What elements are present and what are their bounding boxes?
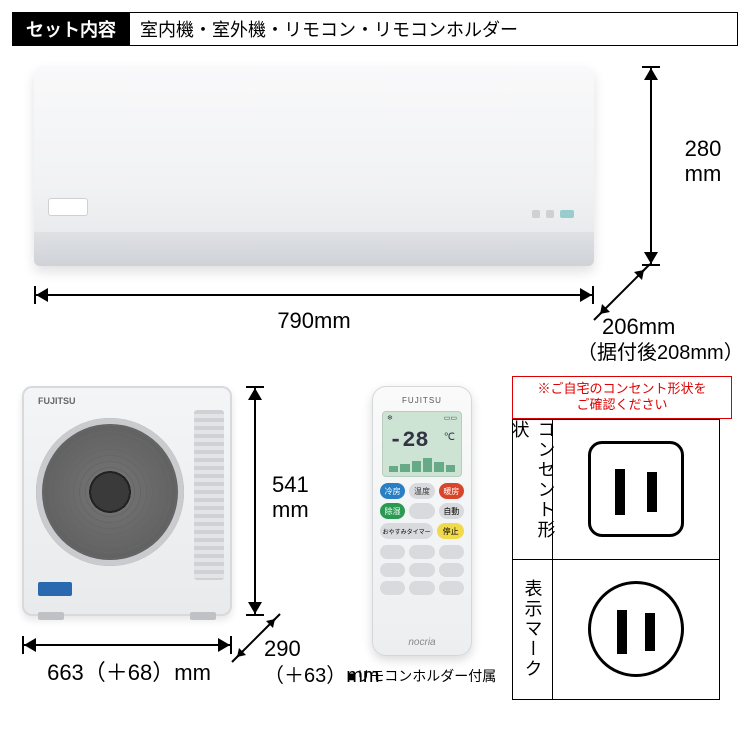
- outdoor-model-badge: [38, 582, 72, 596]
- indoor-brand-logo: nocria: [544, 244, 574, 256]
- plug-row-mark: 表示マーク: [513, 559, 719, 699]
- indoor-indicator-lights: [532, 210, 574, 218]
- outdoor-depth-value: 290: [264, 636, 301, 661]
- plug-mark-cell: [553, 560, 719, 699]
- remote-lcd: ❄▭▭ ‑28 ℃: [382, 411, 462, 477]
- remote-small-buttons: [380, 545, 464, 595]
- remote-auto-button: 自動: [439, 503, 464, 519]
- header-description: 室内機・室外機・リモコン・リモコンホルダー: [130, 12, 738, 46]
- indoor-badge: [48, 198, 88, 216]
- indoor-unit-section: nocria 790mm 280 mm 206mm （据付後208mm）: [12, 56, 738, 376]
- indoor-height-value: 280: [685, 136, 722, 161]
- outdoor-feet: [38, 612, 216, 620]
- plug-mark-icon: [588, 581, 684, 677]
- indoor-unit-illustration: nocria: [34, 66, 594, 266]
- plug-mark-label: 表示マーク: [513, 560, 553, 699]
- plug-warning-note: ※ご自宅のコンセント形状を ご確認ください: [512, 376, 732, 419]
- indoor-depth-dimension: [594, 264, 650, 320]
- note-star: ※: [537, 381, 550, 396]
- remote-stop-button: 停止: [437, 523, 464, 539]
- outdoor-height-value: 541: [272, 472, 309, 497]
- indoor-depth-sublabel: （据付後208mm）: [577, 342, 750, 365]
- remote-cool-button: 冷房: [380, 483, 405, 499]
- indoor-width-label: 790mm: [34, 308, 594, 333]
- plug-shape-cell: [553, 420, 719, 559]
- plug-section: ※ご自宅のコンセント形状を ご確認ください コンセント形状 表示マーク: [512, 376, 732, 756]
- remote-brand: FUJITSU: [380, 396, 464, 405]
- plug-row-shape: コンセント形状: [513, 419, 719, 559]
- outdoor-side-vents: [194, 410, 224, 580]
- remote-logo: nocria: [372, 637, 472, 648]
- outdoor-height-unit: mm: [272, 497, 309, 522]
- header-row: セット内容 室内機・室外機・リモコン・リモコンホルダー: [12, 12, 738, 46]
- plug-shape-label: コンセント形状: [513, 420, 553, 559]
- outdoor-brand: FUJITSU: [38, 396, 76, 406]
- indoor-height-dimension: [642, 66, 660, 266]
- outdoor-height-dimension: [246, 386, 264, 616]
- remote-temp-unit: ℃: [444, 432, 455, 444]
- plug-shape-icon: [588, 441, 684, 537]
- remote-temp-button-2: [409, 503, 434, 519]
- outdoor-unit-section: FUJITSU 541 mm 663（＋68）mm: [12, 376, 332, 756]
- indoor-width-dimension: [34, 286, 594, 304]
- remote-holder-note: ■リモコンホルダー付属: [332, 666, 512, 686]
- outdoor-fan-grille: [36, 418, 184, 566]
- indoor-depth-value: 206mm: [602, 314, 675, 339]
- remote-section: FUJITSU ❄▭▭ ‑28 ℃ 冷房 温度 暖房 除湿 自動 おやすみタイマ…: [332, 376, 512, 756]
- outdoor-width-dimension: [22, 636, 232, 654]
- outdoor-unit-illustration: FUJITSU: [22, 386, 232, 616]
- lower-section: FUJITSU 541 mm 663（＋68）mm: [12, 376, 738, 756]
- header-badge: セット内容: [12, 12, 130, 46]
- remote-temp-button: 温度: [409, 483, 434, 499]
- remote-illustration: FUJITSU ❄▭▭ ‑28 ℃ 冷房 温度 暖房 除湿 自動 おやすみタイマ…: [372, 386, 472, 656]
- remote-timer-button: おやすみタイマー: [380, 523, 433, 539]
- plug-note-line1: ご自宅のコンセント形状を: [551, 381, 707, 396]
- outdoor-width-label: 663（＋68）mm: [4, 660, 254, 685]
- remote-dry-button: 除湿: [380, 503, 405, 519]
- plug-table: コンセント形状 表示マーク: [512, 419, 720, 700]
- indoor-height-unit: mm: [685, 161, 722, 186]
- indoor-height-label: 280 mm: [668, 136, 738, 187]
- remote-heat-button: 暖房: [439, 483, 464, 499]
- remote-temp: ‑28: [389, 428, 429, 453]
- indoor-depth-label: 206mm: [602, 314, 750, 339]
- plug-note-line2: ご確認ください: [576, 397, 667, 412]
